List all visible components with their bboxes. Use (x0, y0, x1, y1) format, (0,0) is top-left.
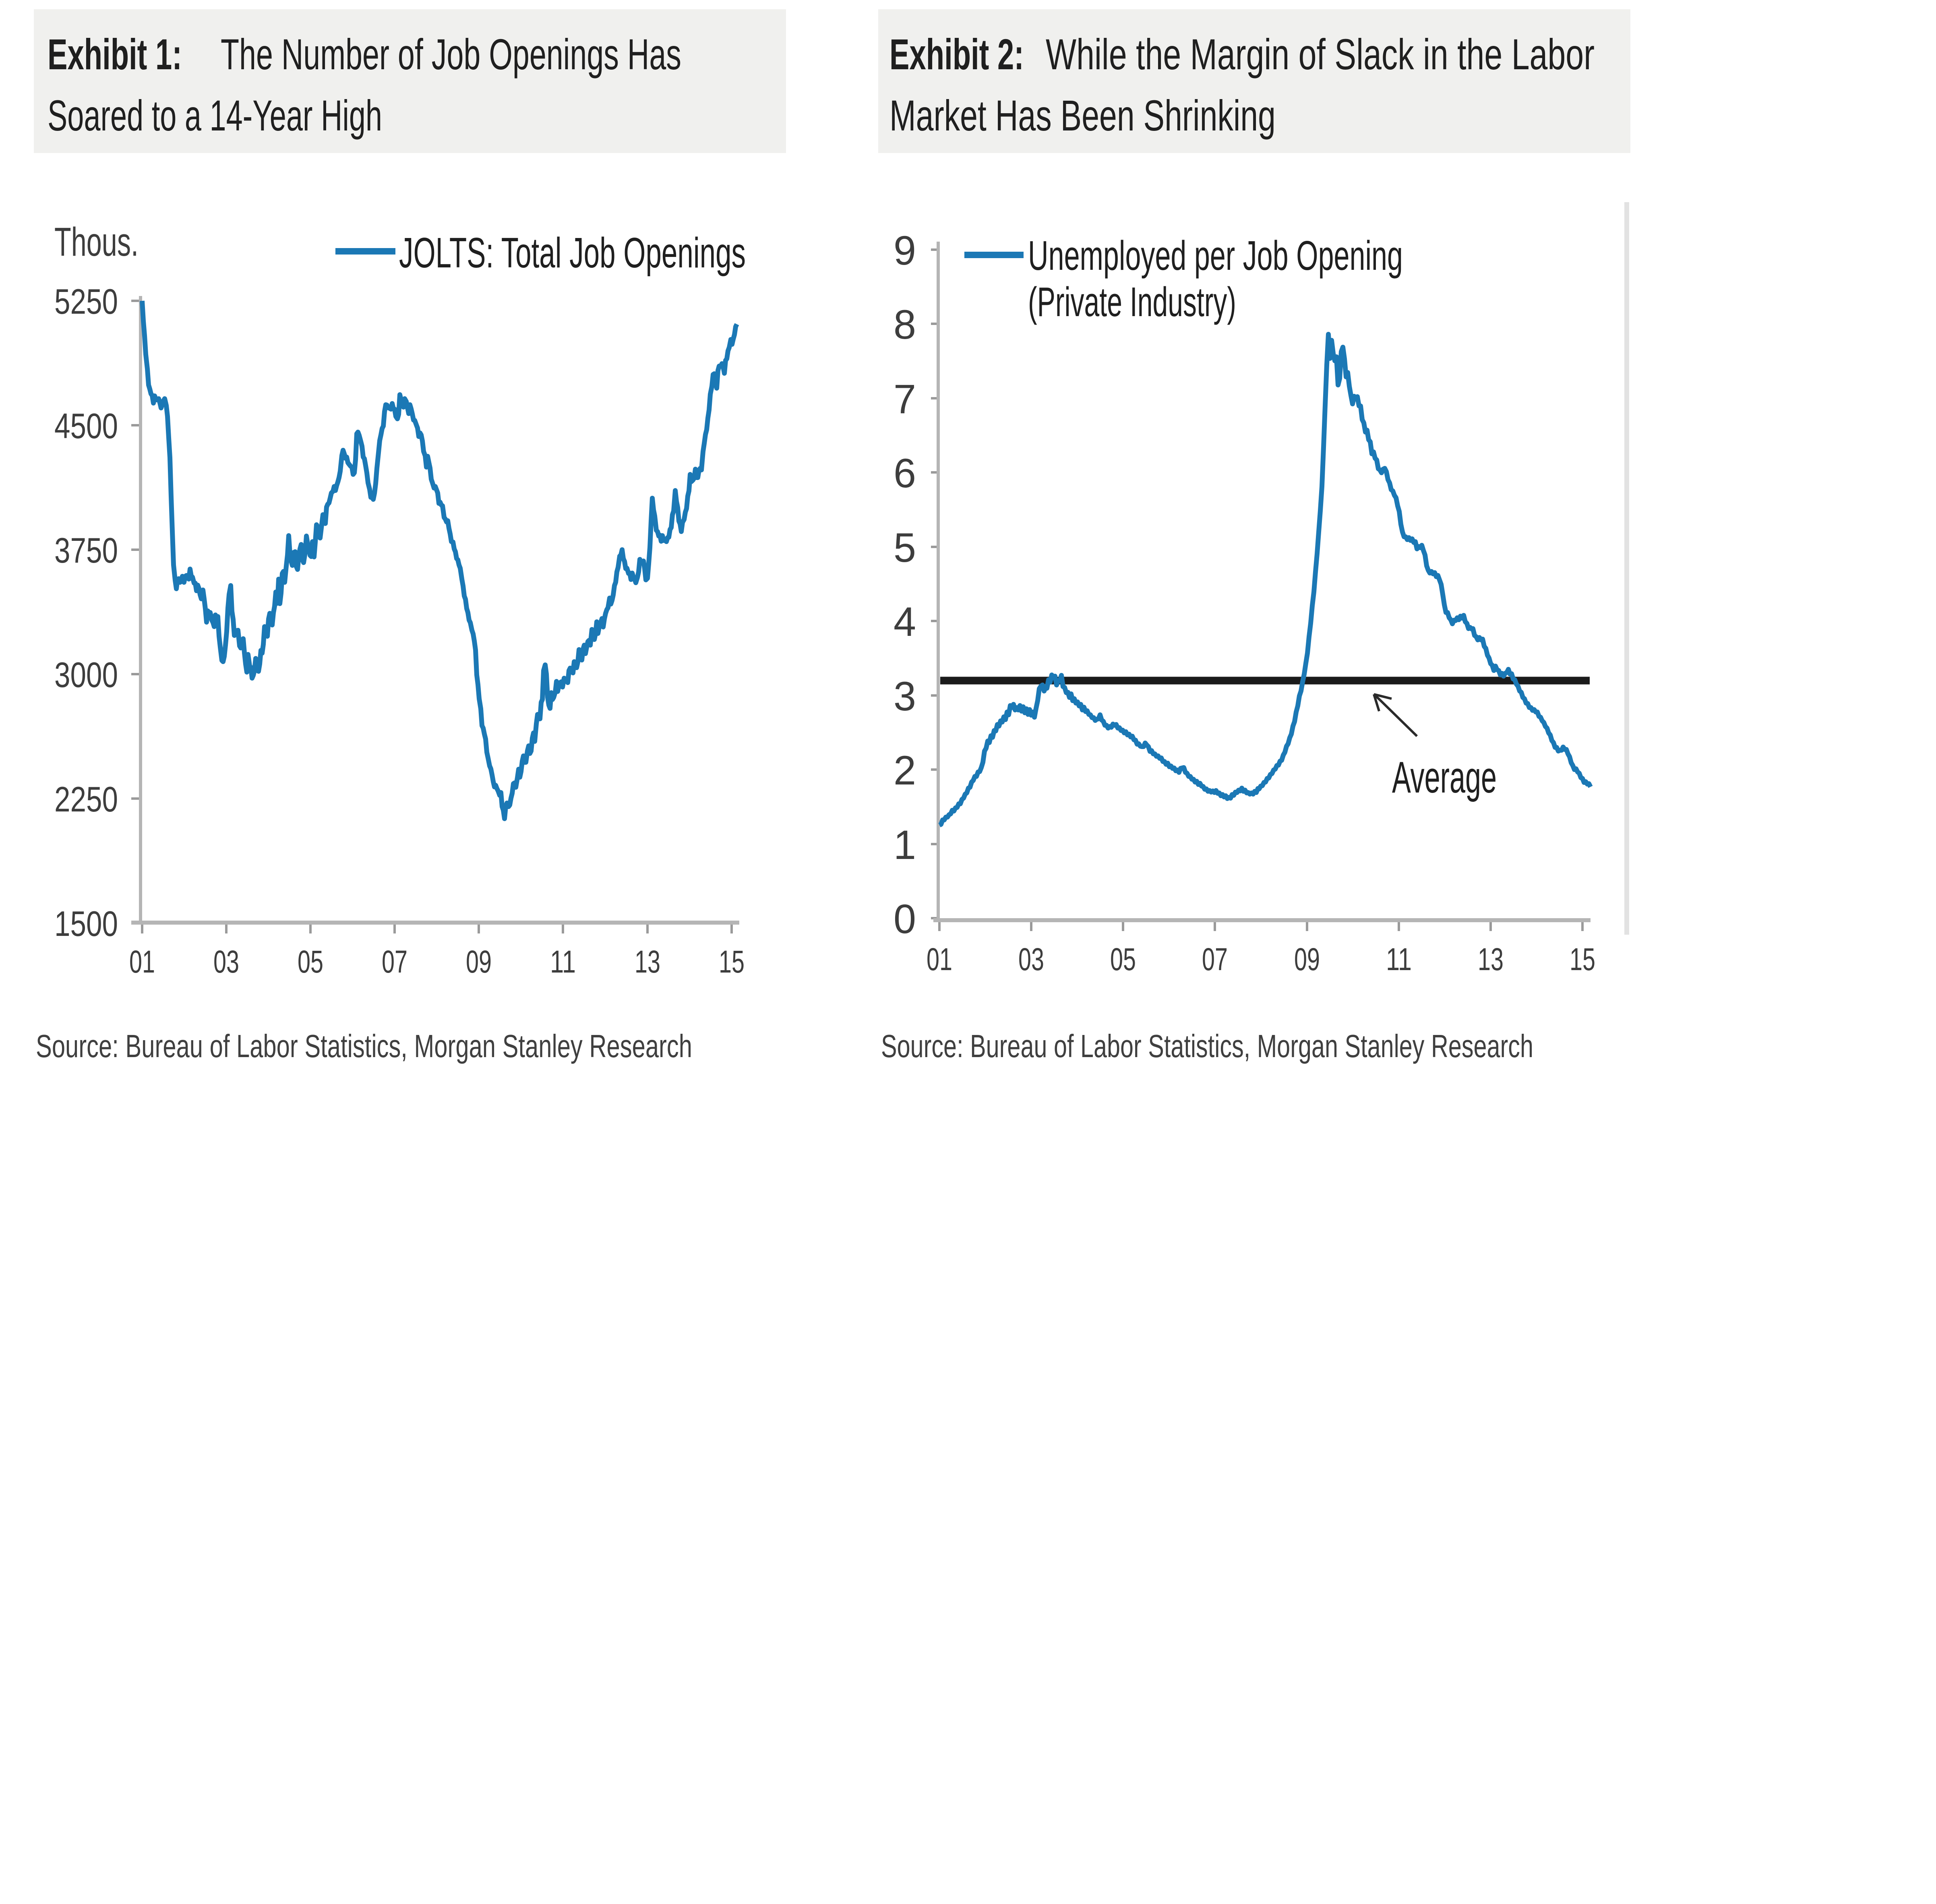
svg-text:09: 09 (466, 944, 492, 979)
svg-text:03: 03 (1018, 941, 1044, 977)
svg-text:05: 05 (1110, 941, 1136, 977)
svg-text:Market Has Been Shrinking: Market Has Been Shrinking (889, 91, 1276, 140)
svg-text:4: 4 (894, 599, 916, 645)
svg-text:3: 3 (894, 673, 916, 719)
svg-text:2: 2 (894, 747, 916, 793)
svg-text:3750: 3750 (54, 530, 118, 570)
svg-text:01: 01 (129, 944, 155, 979)
svg-text:The Number of Job Openings Has: The Number of Job Openings Has (221, 30, 681, 79)
svg-text:7: 7 (894, 376, 916, 422)
svg-text:Soared to a 14-Year High: Soared to a 14-Year High (48, 91, 382, 140)
svg-text:1500: 1500 (54, 904, 118, 944)
svg-text:07: 07 (382, 944, 407, 979)
svg-text:Exhibit 1:: Exhibit 1: (48, 30, 182, 79)
svg-text:(Private Industry): (Private Industry) (1028, 279, 1236, 325)
svg-text:Exhibit 2:: Exhibit 2: (889, 30, 1024, 79)
svg-text:1: 1 (894, 822, 916, 868)
svg-text:5250: 5250 (54, 281, 118, 321)
svg-text:Average: Average (1392, 753, 1497, 802)
svg-text:JOLTS: Total Job Openings: JOLTS: Total Job Openings (399, 229, 746, 277)
svg-text:9: 9 (894, 228, 916, 273)
svg-text:3000: 3000 (54, 655, 118, 695)
svg-text:Source: Bureau of Labor Statis: Source: Bureau of Labor Statistics, Morg… (36, 1028, 692, 1064)
svg-text:03: 03 (213, 944, 239, 979)
svg-text:8: 8 (894, 302, 916, 348)
svg-text:11: 11 (1386, 941, 1412, 977)
svg-text:2250: 2250 (54, 779, 118, 819)
svg-text:5: 5 (894, 525, 916, 571)
svg-text:0: 0 (894, 896, 916, 942)
svg-text:13: 13 (635, 944, 660, 979)
svg-text:01: 01 (927, 941, 952, 977)
svg-text:13: 13 (1478, 941, 1504, 977)
svg-text:05: 05 (298, 944, 323, 979)
svg-text:07: 07 (1202, 941, 1228, 977)
svg-text:15: 15 (719, 944, 745, 979)
svg-text:Unemployed per Job Opening: Unemployed per Job Opening (1028, 232, 1403, 279)
svg-text:15: 15 (1570, 941, 1595, 977)
svg-text:6: 6 (894, 450, 916, 496)
svg-text:4500: 4500 (54, 406, 118, 446)
svg-text:Thous.: Thous. (54, 219, 139, 265)
svg-text:11: 11 (550, 944, 576, 979)
svg-text:While the Margin of Slack in t: While the Margin of Slack in the Labor (1046, 30, 1595, 79)
svg-text:Source: Bureau of Labor Statis: Source: Bureau of Labor Statistics, Morg… (881, 1028, 1533, 1064)
svg-text:09: 09 (1294, 941, 1320, 977)
